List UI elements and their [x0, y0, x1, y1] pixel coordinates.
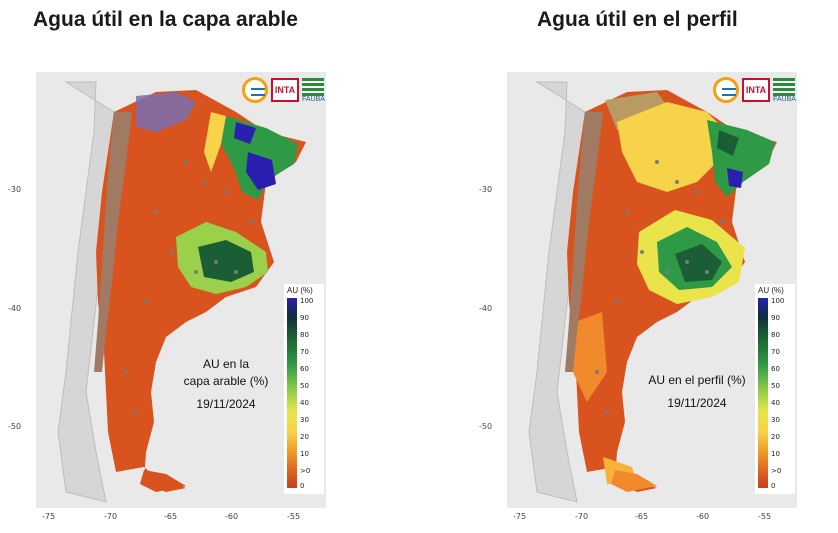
left-legend-tick-60: 60 [300, 365, 309, 373]
xtick-left-70: -70 [104, 512, 118, 521]
ne-blue-core [246, 152, 276, 190]
left-map-svg [57, 81, 306, 503]
left-legend-tick-50: 50 [300, 382, 309, 390]
fauba-logo: FAUBA [302, 77, 325, 103]
left-map-panel: -30 -40 -50 -75 -70 -65 -60 -55 INTA FAU… [8, 72, 326, 521]
right-legend-tick-50: 50 [771, 382, 780, 390]
xtick-left-60: -60 [225, 512, 239, 521]
xtick-right-75: -75 [513, 512, 527, 521]
station-dots [595, 160, 724, 414]
right-caption-line-2: 19/11/2024 [667, 396, 727, 410]
left-legend-tick-90: 90 [300, 314, 309, 322]
left-caption-line-1: AU en la [202, 357, 250, 371]
nw-wet-zone [605, 92, 667, 130]
right-caption-line-1: AU en el perfil (%) [648, 373, 746, 387]
sun-logo-icon [713, 77, 739, 103]
left-caption: AU en la capa arable (%) 19/11/2024 [166, 356, 286, 413]
right-legend-tick-10: 10 [771, 450, 780, 458]
xtick-right-55: -55 [758, 512, 772, 521]
left-caption-line-3: 19/11/2024 [196, 397, 256, 411]
ytick-left-50: -50 [8, 422, 22, 431]
right-legend-tick-30: 30 [771, 416, 780, 424]
right-legend-tick-90: 90 [771, 314, 780, 322]
ne-transition [204, 112, 226, 172]
fauba-waves-icon [773, 77, 796, 96]
xtick-right-60: -60 [696, 512, 710, 521]
andes-strip [94, 112, 132, 372]
right-legend-tick-0: 0 [771, 482, 776, 490]
left-legend-tick-80: 80 [300, 331, 309, 339]
left-legend: AU (%) 100 90 80 70 60 50 40 30 20 10 >0… [284, 284, 324, 494]
north-yellow-band [617, 102, 727, 192]
inta-logo: INTA [742, 78, 770, 102]
ytick-left-30: -30 [8, 185, 22, 194]
patagonia-light-orange [573, 312, 607, 402]
xtick-left-75: -75 [42, 512, 56, 521]
right-legend-tick-80: 80 [771, 331, 780, 339]
pampas-green-core [198, 240, 254, 282]
ytick-right-30: -30 [479, 185, 493, 194]
inta-logo: INTA [271, 78, 299, 102]
left-legend-colorbar [287, 298, 297, 488]
right-legend: AU (%) 100 90 80 70 60 50 40 30 20 10 >0… [755, 284, 795, 494]
right-legend-tick-60: 60 [771, 365, 780, 373]
left-caption-line-2: capa arable (%) [183, 374, 269, 388]
fauba-waves-icon [302, 77, 325, 96]
andes-strip [565, 112, 603, 372]
left-legend-tick-30: 30 [300, 416, 309, 424]
ne-blue-core-2 [234, 122, 256, 144]
right-legend-tick-100: 100 [771, 297, 785, 305]
xtick-right-70: -70 [575, 512, 589, 521]
station-dots [124, 160, 253, 414]
right-logos: INTA FAUBA [713, 74, 796, 106]
nw-wet-zone [136, 92, 196, 132]
ne-dark-green [717, 130, 739, 156]
right-map-panel: -30 -40 -50 -75 -70 -65 -60 -55 INTA FAU… [479, 72, 797, 521]
sun-logo-icon [242, 77, 268, 103]
left-legend-tick-40: 40 [300, 399, 309, 407]
right-legend-tick-gt0: >0 [771, 467, 782, 475]
left-legend-tick-gt0: >0 [300, 467, 311, 475]
right-panel-title: Agua útil en el perfil [537, 8, 738, 31]
right-legend-tick-70: 70 [771, 348, 780, 356]
xtick-left-65: -65 [164, 512, 178, 521]
xtick-right-65: -65 [635, 512, 649, 521]
fauba-logo-text: FAUBA [302, 95, 325, 103]
left-panel-title: Agua útil en la capa arable [33, 8, 298, 31]
left-legend-tick-10: 10 [300, 450, 309, 458]
right-legend-title: AU (%) [758, 286, 784, 295]
left-logos: INTA FAUBA [242, 74, 325, 106]
left-legend-tick-20: 20 [300, 433, 309, 441]
left-legend-title: AU (%) [287, 286, 313, 295]
pampas-green-core [675, 244, 722, 282]
ytick-left-40: -40 [8, 304, 22, 313]
ytick-right-40: -40 [479, 304, 493, 313]
fauba-logo-text: FAUBA [773, 95, 796, 103]
left-legend-tick-100: 100 [300, 297, 314, 305]
ytick-right-50: -50 [479, 422, 493, 431]
tierra-del-fuego [140, 470, 186, 492]
right-legend-tick-40: 40 [771, 399, 780, 407]
fauba-logo: FAUBA [773, 77, 796, 103]
right-caption: AU en el perfil (%) 19/11/2024 [635, 372, 759, 412]
left-legend-tick-70: 70 [300, 348, 309, 356]
left-legend-tick-0: 0 [300, 482, 305, 490]
right-legend-tick-20: 20 [771, 433, 780, 441]
tierra-del-fuego [611, 470, 657, 492]
ne-blue-core [727, 168, 743, 188]
right-legend-colorbar [758, 298, 768, 488]
xtick-left-55: -55 [287, 512, 301, 521]
right-map-svg [528, 81, 777, 503]
